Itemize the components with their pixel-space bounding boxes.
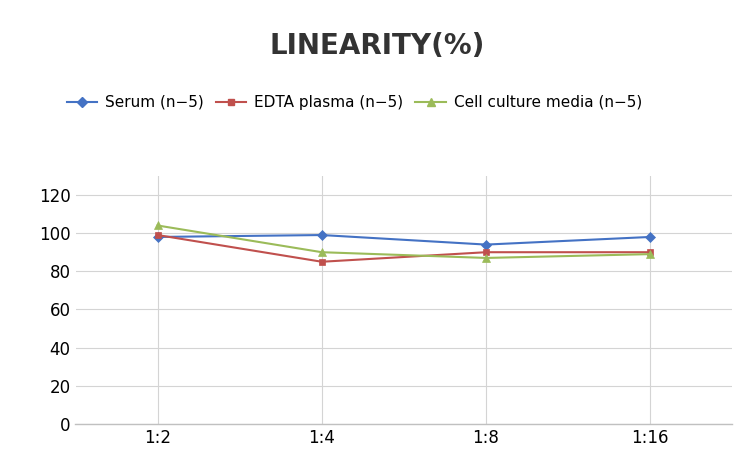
- EDTA plasma (n−5): [317, 259, 326, 264]
- Line: EDTA plasma (n−5): EDTA plasma (n−5): [154, 231, 654, 265]
- Serum (n−5): [153, 234, 162, 239]
- Cell culture media (n−5): [482, 255, 491, 261]
- Line: Cell culture media (n−5): Cell culture media (n−5): [153, 221, 655, 262]
- EDTA plasma (n−5): [153, 232, 162, 238]
- EDTA plasma (n−5): [482, 249, 491, 255]
- Line: Serum (n−5): Serum (n−5): [154, 231, 654, 248]
- Serum (n−5): [482, 242, 491, 247]
- Cell culture media (n−5): [646, 251, 655, 257]
- Cell culture media (n−5): [153, 223, 162, 228]
- Text: LINEARITY(%): LINEARITY(%): [270, 32, 485, 60]
- EDTA plasma (n−5): [646, 249, 655, 255]
- Cell culture media (n−5): [317, 249, 326, 255]
- Serum (n−5): [317, 232, 326, 238]
- Serum (n−5): [646, 234, 655, 239]
- Legend: Serum (n−5), EDTA plasma (n−5), Cell culture media (n−5): Serum (n−5), EDTA plasma (n−5), Cell cul…: [60, 89, 648, 116]
